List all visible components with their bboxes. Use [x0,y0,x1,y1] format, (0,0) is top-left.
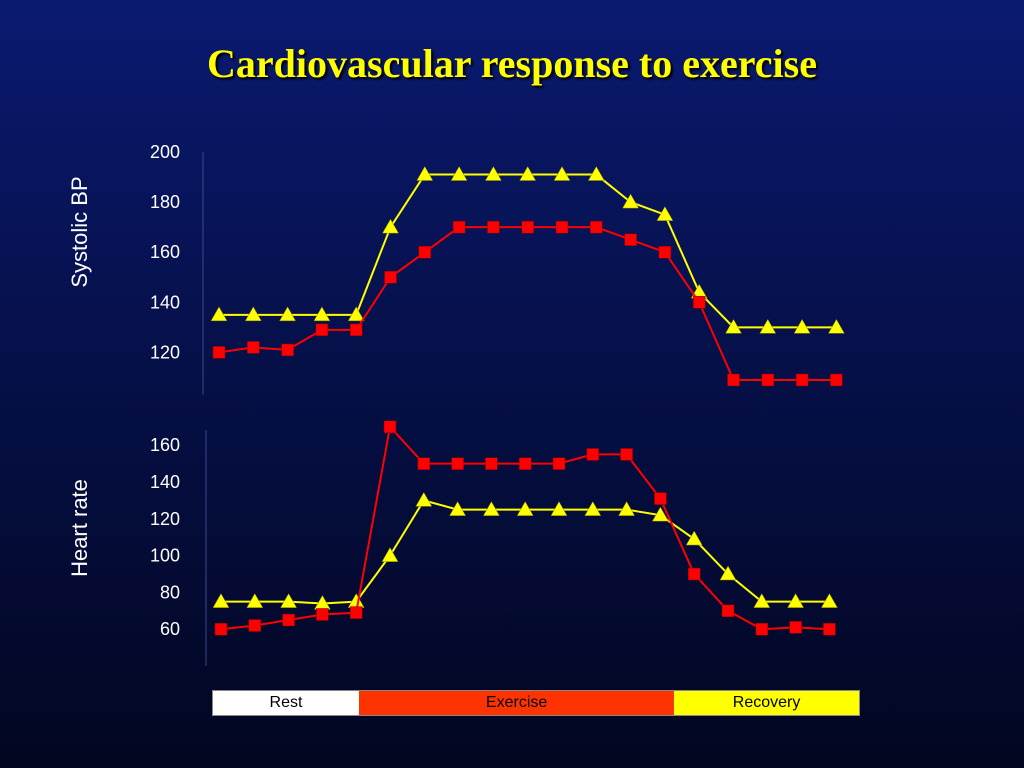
data-point-square [789,621,802,634]
data-point-square [761,373,775,387]
data-point-square [349,323,363,337]
data-point-triangle [449,501,467,516]
data-point-square [417,457,431,470]
y-tick-label: 200 [150,142,180,162]
data-point-square [658,245,672,259]
phase-legend-bar: Rest Exercise Recovery [212,690,860,716]
data-point-square [830,373,843,387]
phase-rest: Rest [213,691,359,715]
data-point-triangle [347,593,365,608]
y-tick-label: 140 [150,472,180,492]
data-point-square [620,448,633,461]
data-point-square [212,346,226,359]
data-point-square [518,457,532,470]
data-point-square [452,220,466,234]
data-point-triangle [280,593,298,608]
data-point-square [552,457,566,470]
data-point-square [418,245,432,259]
y-tick-label: 100 [150,546,180,566]
data-point-triangle [622,193,640,209]
data-point-square [687,567,701,581]
data-point-square [383,420,397,434]
data-point-triangle [244,306,262,322]
data-point-square [316,608,329,621]
series-line [221,499,830,605]
data-point-triangle [553,166,571,181]
data-point-triangle [246,593,264,608]
data-point-triangle [381,547,399,562]
data-point-triangle [618,501,636,516]
data-point-square [214,622,228,636]
data-point-square [485,457,498,470]
data-point-triangle [416,166,434,181]
data-point-triangle [725,318,742,334]
data-point-square [823,622,836,636]
data-point-triangle [759,318,777,334]
data-point-triangle [484,166,502,181]
data-point-square [487,220,500,234]
data-point-triangle [719,565,737,581]
phase-exercise: Exercise [358,691,675,715]
data-point-triangle [584,501,602,516]
series-line [220,424,830,631]
data-point-triangle [347,306,365,322]
data-point-triangle [793,318,811,334]
y-tick-label: 160 [150,435,180,455]
data-point-triangle [519,166,537,181]
data-point-square [624,233,637,246]
data-point-square [451,457,464,470]
data-point-square [586,448,600,461]
data-point-square [282,613,295,627]
data-point-square [521,220,534,234]
data-point-square [349,606,363,619]
series-line [219,173,837,329]
y-tick-label: 120 [150,509,180,529]
y-tick-label: 180 [150,192,180,212]
data-point-triangle [651,506,669,522]
y-tick-label: 140 [150,292,180,312]
data-point-triangle [212,593,230,608]
data-point-square [654,492,667,505]
series-line [218,226,837,381]
y-tick-label: 160 [150,242,180,262]
data-point-square [555,220,569,234]
y-tick-label: 60 [160,619,180,639]
data-point-square [727,373,740,387]
data-point-square [315,323,329,337]
data-point-square [590,220,603,234]
data-point-square [692,296,706,309]
data-point-triangle [550,501,568,516]
data-point-triangle [450,166,468,181]
data-point-square [721,604,735,618]
data-point-square [795,373,809,387]
data-point-triangle [415,491,433,507]
y-tick-label: 120 [150,342,180,362]
data-point-triangle [313,306,331,322]
data-point-square [281,343,294,357]
data-point-triangle [210,306,228,322]
data-point-triangle [753,593,771,608]
data-point-square [384,271,397,284]
data-point-triangle [820,593,838,608]
data-point-square [248,619,262,632]
chart-title: Cardiovascular response to exercise [207,41,817,86]
data-point-square [755,622,769,636]
y-tick-label: 80 [160,582,180,602]
data-point-triangle [587,166,605,181]
data-point-triangle [382,218,399,234]
data-point-triangle [685,530,703,546]
data-point-triangle [787,593,805,608]
data-point-triangle [482,501,500,516]
phase-recovery: Recovery [674,691,859,715]
data-point-square [247,341,260,354]
data-point-triangle [279,306,297,322]
data-point-triangle [827,318,845,334]
data-point-triangle [656,206,674,221]
data-point-triangle [516,501,534,516]
